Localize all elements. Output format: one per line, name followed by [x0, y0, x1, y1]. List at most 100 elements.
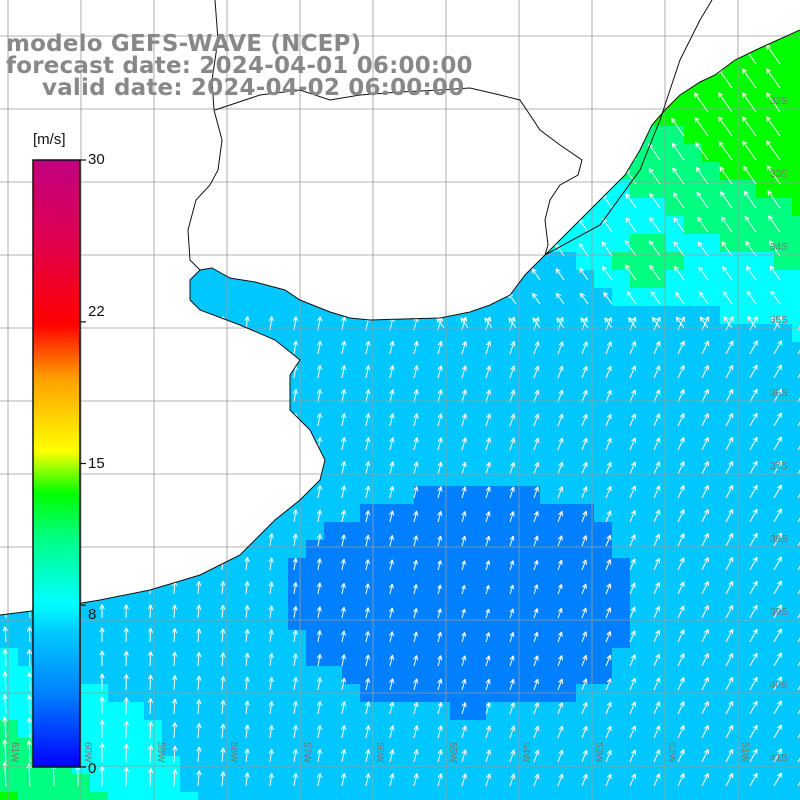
speed-cell: [774, 756, 793, 775]
wind-arrow: [605, 607, 612, 619]
wind-arrow: [365, 365, 371, 379]
coastline: [0, 29, 800, 616]
speed-cell: [342, 738, 361, 757]
speed-cell: [576, 630, 595, 649]
speed-cell: [396, 594, 415, 613]
speed-cell: [720, 504, 739, 523]
speed-cell: [774, 54, 793, 73]
speed-cell: [396, 666, 415, 685]
wind-arrow: [292, 629, 298, 643]
speed-cell: [522, 450, 541, 469]
speed-cell: [774, 162, 793, 181]
speed-cell: [684, 378, 703, 397]
speed-cell: [414, 342, 433, 361]
speed-cell: [522, 342, 541, 361]
speed-cell: [630, 702, 649, 721]
speed-cell: [702, 126, 721, 145]
wind-arrow: [2, 671, 8, 691]
wind-arrow: [741, 68, 757, 89]
speed-cell: [144, 648, 163, 667]
speed-cell: [522, 612, 541, 631]
wind-arrow: [555, 292, 565, 305]
speed-cell: [288, 630, 307, 649]
speed-cell: [540, 504, 559, 523]
speed-cell: [468, 594, 487, 613]
speed-cell: [378, 432, 397, 451]
wind-arrow: [770, 290, 781, 305]
speed-cell: [468, 540, 487, 559]
speed-cell: [378, 396, 397, 415]
speed-cell: [522, 522, 541, 541]
speed-cell: [612, 702, 631, 721]
speed-cell: [468, 468, 487, 487]
speed-cell: [738, 720, 757, 739]
speed-cell: [594, 738, 613, 757]
wind-arrow: [649, 216, 661, 233]
speed-cell: [666, 126, 685, 145]
wind-arrow: [461, 560, 466, 571]
speed-cell: [774, 216, 793, 235]
speed-cell: [648, 540, 667, 559]
speed-cell: [666, 342, 685, 361]
wind-arrow: [172, 698, 178, 715]
speed-cell: [720, 414, 739, 433]
speed-cell: [486, 756, 505, 775]
latitude-label: 37S: [770, 461, 788, 472]
speed-cell: [666, 774, 685, 793]
speed-cell: [792, 396, 800, 415]
speed-cell: [720, 270, 739, 289]
speed-cell: [774, 72, 793, 91]
speed-cell: [18, 738, 37, 757]
speed-cell: [396, 738, 415, 757]
speed-cell: [540, 576, 559, 595]
speed-cell: [144, 792, 163, 800]
wind-arrow: [123, 697, 129, 715]
wind-arrow: [389, 773, 395, 787]
wind-arrow: [629, 630, 636, 643]
speed-cell: [342, 792, 361, 800]
speed-cell: [396, 360, 415, 379]
speed-cell: [288, 612, 307, 631]
speed-cell: [504, 594, 523, 613]
wind-arrow: [509, 584, 515, 595]
wind-arrow: [581, 437, 588, 451]
speed-cell: [90, 792, 109, 800]
longitude-label: 55W: [447, 742, 458, 763]
speed-cell: [252, 540, 271, 559]
speed-cell: [378, 360, 397, 379]
speed-cell: [108, 774, 127, 793]
speed-cell: [342, 432, 361, 451]
speed-cell: [756, 630, 775, 649]
speed-cell: [234, 666, 253, 685]
wind-arrow: [725, 484, 734, 499]
wind-arrow: [557, 510, 563, 523]
speed-cell: [540, 450, 559, 469]
speed-cell: [90, 612, 109, 631]
speed-cell: [396, 504, 415, 523]
speed-cell: [432, 792, 451, 800]
speed-cell: [648, 126, 667, 145]
latitude-label: 32S: [770, 96, 788, 107]
wind-arrow: [718, 116, 733, 137]
speed-cell: [720, 324, 739, 343]
speed-cell: [756, 144, 775, 163]
speed-cell: [738, 306, 757, 325]
speed-cell: [234, 648, 253, 667]
speed-cell: [756, 486, 775, 505]
wind-arrow: [485, 486, 491, 499]
speed-cell: [756, 774, 775, 793]
speed-cell: [288, 756, 307, 775]
wind-arrow: [773, 748, 782, 763]
wind-arrow: [437, 365, 443, 379]
speed-cell: [450, 756, 469, 775]
wind-arrow: [601, 241, 613, 257]
speed-cell: [666, 468, 685, 487]
wind-arrow: [677, 557, 685, 571]
speed-cell: [684, 162, 703, 181]
speed-cell: [738, 252, 757, 271]
wind-arrow: [749, 652, 758, 667]
speed-cell: [432, 774, 451, 793]
speed-cell: [324, 558, 343, 577]
speed-cell: [702, 468, 721, 487]
speed-cell: [576, 342, 595, 361]
